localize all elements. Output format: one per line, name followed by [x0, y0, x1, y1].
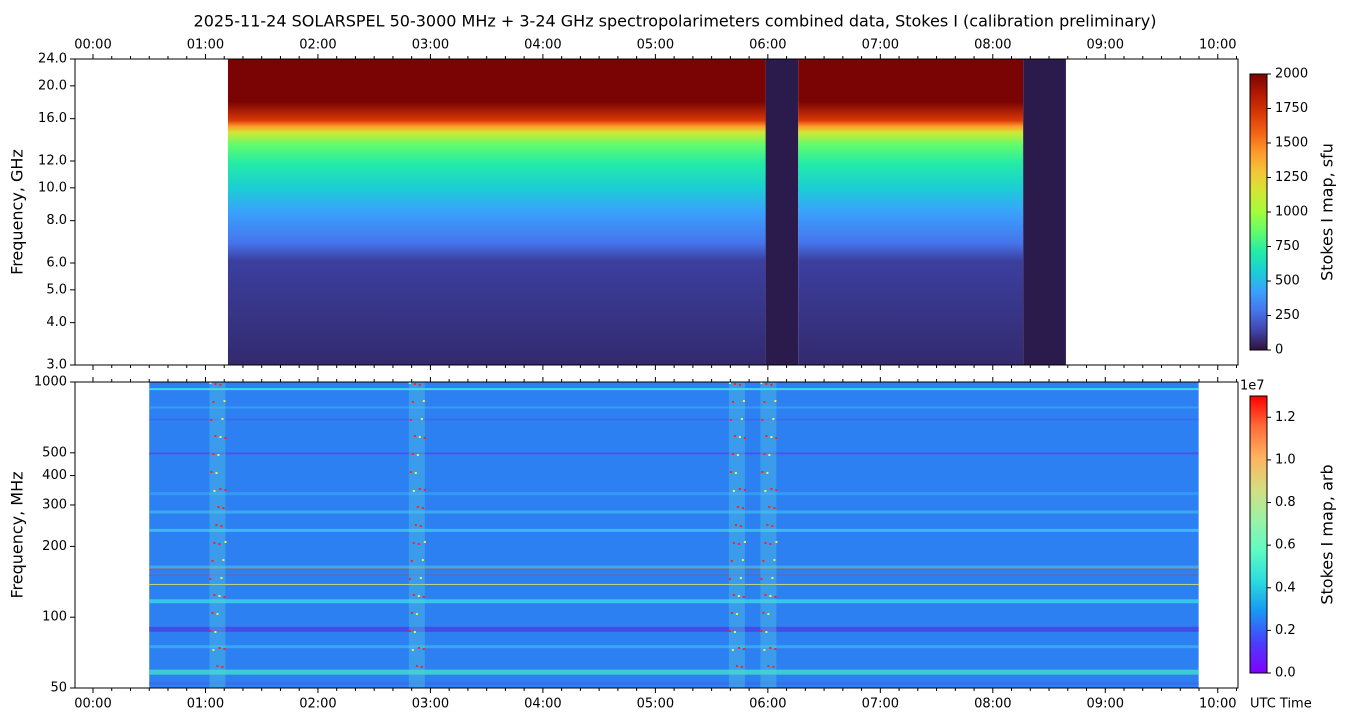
- y-axis-label: Frequency, GHz: [8, 149, 27, 275]
- x-tick-label: 10:00: [1199, 38, 1236, 53]
- x-tick-label: 09:00: [1087, 697, 1124, 712]
- colorbar-label: Stokes I map, arb: [1318, 464, 1337, 604]
- y-tick-label: 100: [42, 610, 67, 625]
- colorbar-tick-label: 0.2: [1275, 623, 1296, 638]
- x-tick-label: 04:00: [524, 38, 561, 53]
- colorbar-tick-label: 1500: [1275, 136, 1308, 151]
- colorbar-tick-label: 0: [1275, 343, 1283, 358]
- heatmap: [149, 382, 1199, 688]
- colorbar-tick-label: 0.4: [1275, 580, 1296, 595]
- x-tick-label: 03:00: [412, 697, 449, 712]
- heatmap-panel: 00:00 01:00 02:00 03:00 04:00 05:00 06:00 07:00…: [8, 38, 1337, 373]
- colorbar-tick-label: 0.8: [1275, 495, 1296, 510]
- y-tick-label: 3.0: [46, 358, 67, 373]
- x-tick-label: 08:00: [974, 697, 1011, 712]
- x-tick-label: 07:00: [862, 38, 899, 53]
- x-tick-label: 10:00: [1199, 697, 1236, 712]
- y-tick-label: 12.0: [38, 154, 67, 169]
- colorbar: [1249, 395, 1268, 674]
- y-tick-label: 8.0: [46, 213, 67, 228]
- y-tick-label: 500: [42, 445, 67, 460]
- y-axis-label: Frequency, MHz: [8, 471, 27, 598]
- x-tick-label: 01:00: [187, 38, 224, 53]
- y-tick-label: 1000: [34, 375, 67, 390]
- x-tick-label: 00:00: [74, 697, 111, 712]
- colorbar-tick-label: 1750: [1275, 101, 1308, 116]
- y-tick-label: 20.0: [38, 78, 67, 93]
- colorbar-tick-label: 1.0: [1275, 452, 1296, 467]
- y-tick-label: 10.0: [38, 180, 67, 195]
- x-tick-label: 04:00: [524, 697, 561, 712]
- heatmap-segment: [1023, 59, 1066, 365]
- colorbar-tick-label: 1250: [1275, 170, 1308, 185]
- colorbar-tick-label: 750: [1275, 239, 1300, 254]
- x-tick-label: 01:00: [187, 697, 224, 712]
- y-tick-label: 50: [50, 681, 67, 696]
- x-tick-label: 00:00: [74, 38, 111, 53]
- x-tick-label: 07:00: [862, 697, 899, 712]
- plot-frame: [74, 381, 1239, 689]
- y-tick-label: 400: [42, 468, 67, 483]
- colorbar-tick-label: 2000: [1275, 67, 1308, 82]
- y-tick-label: 4.0: [46, 315, 67, 330]
- colorbar: [1249, 73, 1268, 351]
- y-tick-label: 5.0: [46, 282, 67, 297]
- heatmap-segment: [798, 59, 1024, 365]
- x-tick-label: 08:00: [974, 38, 1011, 53]
- y-tick-label: 300: [42, 497, 67, 512]
- colorbar-tick-label: 250: [1275, 308, 1300, 323]
- heatmap-panel: 00:00 01:00 02:00 03:00 04:00 05:00 06:00 07:00…: [8, 375, 1337, 712]
- heatmap-segment: [227, 59, 766, 365]
- y-tick-label: 16.0: [38, 111, 67, 126]
- colorbar-tick-label: 0.6: [1275, 538, 1296, 553]
- plot-frame: [74, 58, 1239, 366]
- colorbar-label: Stokes I map, sfu: [1318, 143, 1337, 281]
- y-tick-label: 6.0: [46, 256, 67, 271]
- heatmap: [227, 59, 1066, 365]
- heatmap-segment: [765, 59, 799, 365]
- colorbar-tick-label: 0.0: [1275, 666, 1296, 681]
- x-tick-label: 05:00: [637, 697, 674, 712]
- x-axis-label: UTC Time: [1250, 697, 1312, 712]
- x-tick-label: 05:00: [637, 38, 674, 53]
- y-tick-label: 200: [42, 539, 67, 554]
- x-tick-label: 06:00: [749, 38, 786, 53]
- x-tick-label: 06:00: [749, 697, 786, 712]
- x-tick-label: 02:00: [299, 38, 336, 53]
- heatmap-segment: [149, 382, 1199, 688]
- colorbar-tick-label: 1.2: [1275, 410, 1296, 425]
- chart-title: 2025-11-24 SOLARSPEL 50-3000 MHz + 3-24 …: [194, 12, 1157, 31]
- colorbar-tick-label: 1000: [1275, 205, 1308, 220]
- colorbar-tick-label: 500: [1275, 274, 1300, 289]
- x-tick-label: 09:00: [1087, 38, 1124, 53]
- colorbar-offset: 1e7: [1240, 379, 1265, 394]
- x-tick-label: 02:00: [299, 697, 336, 712]
- y-tick-label: 24.0: [38, 52, 67, 67]
- x-tick-label: 03:00: [412, 38, 449, 53]
